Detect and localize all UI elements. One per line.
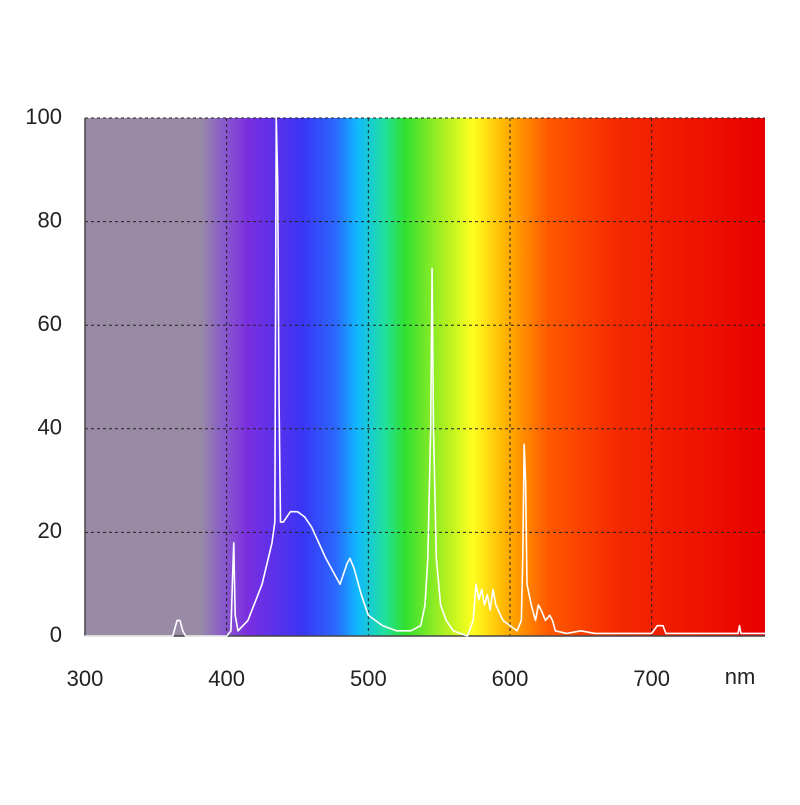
y-tick-label: 100 bbox=[25, 104, 62, 129]
x-tick-label: 400 bbox=[208, 666, 245, 691]
y-tick-label: 20 bbox=[38, 518, 62, 543]
y-tick-label: 0 bbox=[50, 622, 62, 647]
x-tick-label: 700 bbox=[633, 666, 670, 691]
x-axis-label: nm bbox=[725, 664, 756, 689]
spectrum-line bbox=[85, 117, 765, 637]
y-tick-label: 40 bbox=[38, 415, 62, 440]
spectrum-background bbox=[85, 118, 765, 636]
y-tick-label: 80 bbox=[38, 207, 62, 232]
x-tick-label: 500 bbox=[350, 666, 387, 691]
x-tick-label: 600 bbox=[492, 666, 529, 691]
y-tick-label: 60 bbox=[38, 311, 62, 336]
x-tick-label: 300 bbox=[67, 666, 104, 691]
